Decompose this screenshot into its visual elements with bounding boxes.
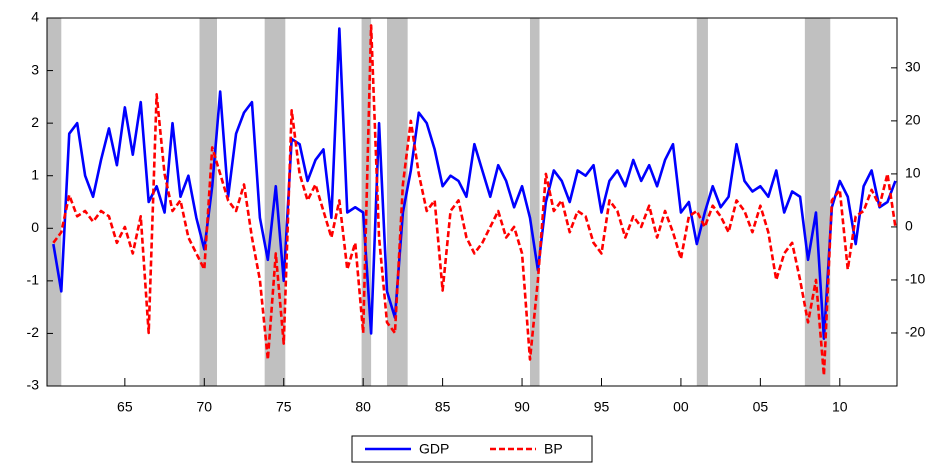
y-tick-label: 2 [31, 114, 39, 130]
y-tick-label: 1 [31, 166, 39, 182]
plot-frame [46, 17, 898, 387]
y2-tick-label: 10 [905, 165, 921, 181]
y2-tick-label: 0 [905, 218, 913, 234]
y-tick-label: 4 [31, 9, 39, 25]
x-tick-label: 00 [673, 399, 689, 415]
x-tick-label: 70 [197, 399, 213, 415]
x-tick-label: 75 [276, 399, 292, 415]
x-tick-label: 90 [514, 399, 530, 415]
recession-band [696, 18, 708, 386]
y-tick-label: 3 [31, 61, 39, 77]
y2-tick-label: 30 [905, 59, 921, 75]
recession-band [804, 18, 831, 386]
y2-tick-label: -20 [905, 324, 925, 340]
recession-band [47, 18, 62, 386]
line-layer [52, 24, 897, 377]
x-tick-label: 85 [435, 399, 451, 415]
y2-tick-label: -10 [905, 271, 925, 287]
y-tick-label: -2 [27, 324, 40, 340]
x-tick-label: 10 [832, 399, 848, 415]
y-tick-label: 0 [31, 219, 39, 235]
x-tick-label: 95 [594, 399, 610, 415]
y-tick-label: -1 [27, 272, 40, 288]
x-tick-label: 05 [753, 399, 769, 415]
recession-band [529, 18, 540, 386]
y2-tick-label: 20 [905, 112, 921, 128]
legend-label: GDP [419, 441, 449, 457]
x-tick-label: 80 [355, 399, 371, 415]
x-tick-label: 65 [117, 399, 133, 415]
series-line [52, 24, 897, 377]
series-line [52, 27, 897, 340]
recession-band [387, 18, 408, 386]
y-tick-label: -3 [27, 377, 40, 393]
legend-label: BP [544, 441, 563, 457]
